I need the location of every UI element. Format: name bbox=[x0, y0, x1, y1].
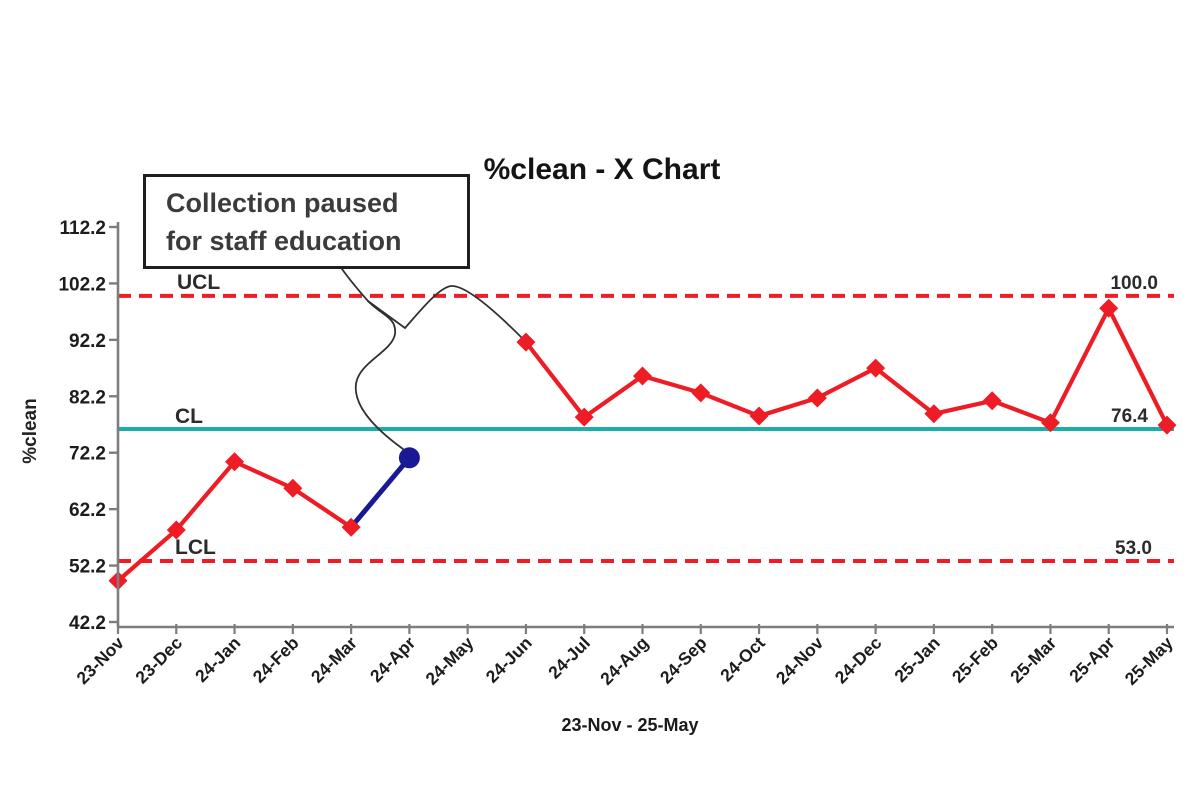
data-point-marker bbox=[341, 517, 361, 537]
data-point-marker bbox=[1099, 298, 1119, 318]
data-point-marker bbox=[516, 332, 536, 352]
x-tick-label: 25-Feb bbox=[948, 633, 1002, 687]
series-segment bbox=[990, 398, 1053, 425]
series-segment bbox=[582, 373, 645, 420]
series-segment bbox=[698, 390, 762, 419]
annotation-leader-paused bbox=[341, 268, 404, 450]
paused-point-marker bbox=[398, 447, 420, 469]
data-point-marker bbox=[866, 358, 886, 378]
y-tick-label: 62.2 bbox=[69, 500, 106, 521]
series-segment bbox=[815, 365, 878, 401]
cl-label: CL bbox=[175, 405, 203, 428]
x-tick-label: 24-Mar bbox=[307, 633, 361, 687]
ucl-value-label: 100.0 bbox=[1110, 273, 1158, 294]
x-tick-label: 24-Oct bbox=[716, 633, 769, 686]
annotation-text-line2: for staff education bbox=[166, 226, 402, 256]
series-segment bbox=[523, 340, 587, 420]
data-point-marker bbox=[283, 478, 303, 498]
data-point-marker bbox=[749, 406, 769, 426]
lcl-value-label: 53.0 bbox=[1115, 538, 1152, 559]
data-point-marker bbox=[225, 452, 245, 472]
x-tick-label: 25-May bbox=[1121, 633, 1177, 689]
series-segment-paused bbox=[348, 455, 412, 530]
ucl-label: UCL bbox=[177, 271, 220, 294]
data-point-marker bbox=[982, 391, 1002, 411]
x-tick-label: 24-Feb bbox=[249, 633, 303, 687]
y-tick-label: 112.2 bbox=[60, 218, 107, 239]
annotation-leader-resume bbox=[367, 285, 522, 338]
series-segment bbox=[232, 459, 295, 491]
series-segment bbox=[290, 486, 354, 530]
series-segment bbox=[115, 527, 179, 583]
x-tick-label: 24-May bbox=[421, 633, 477, 689]
series-segment bbox=[174, 459, 237, 533]
series-segment bbox=[756, 395, 820, 419]
series-segment bbox=[1106, 306, 1170, 428]
annotation-callout: Collection paused for staff education bbox=[143, 174, 470, 269]
x-tick-label: 24-Apr bbox=[366, 633, 419, 686]
y-tick-label: 82.2 bbox=[69, 387, 106, 408]
series-segment bbox=[931, 398, 995, 416]
x-tick-label: 24-Jul bbox=[544, 633, 594, 683]
y-axis-title: %clean bbox=[20, 398, 41, 464]
data-point-marker bbox=[1040, 413, 1060, 433]
x-tick-label: 24-Nov bbox=[772, 633, 828, 689]
x-tick-label: 23-Nov bbox=[72, 633, 128, 689]
annotation-text-line1: Collection paused bbox=[166, 188, 399, 218]
x-tick-label: 24-Sep bbox=[656, 633, 711, 688]
data-point-marker bbox=[691, 383, 711, 403]
x-tick-label: 25-Mar bbox=[1006, 633, 1060, 687]
y-tick-label: 72.2 bbox=[69, 444, 106, 465]
y-tick-label: 102.2 bbox=[58, 274, 106, 295]
y-tick-label: 92.2 bbox=[69, 331, 106, 352]
series-segment bbox=[873, 365, 936, 416]
x-axis-title: 23-Nov - 25-May bbox=[561, 715, 699, 735]
data-point-marker bbox=[807, 388, 827, 408]
series-segment bbox=[640, 373, 703, 395]
data-point-marker bbox=[924, 404, 944, 424]
chart-title: %clean - X Chart bbox=[483, 153, 721, 186]
x-tick-label: 24-Aug bbox=[596, 633, 652, 689]
x-tick-label: 24-Jun bbox=[482, 633, 536, 687]
x-tick-label: 25-Jan bbox=[890, 633, 943, 686]
data-point-marker bbox=[166, 520, 186, 540]
x-tick-label: 25-Apr bbox=[1065, 633, 1118, 686]
series-segment bbox=[1048, 306, 1111, 425]
cl-value-label: 76.4 bbox=[1111, 406, 1148, 427]
lcl-label: LCL bbox=[175, 536, 216, 559]
data-point-marker bbox=[1157, 415, 1177, 435]
x-tick-label: 23-Dec bbox=[131, 633, 186, 688]
data-point-marker bbox=[633, 366, 652, 386]
y-tick-label: 42.2 bbox=[69, 613, 106, 634]
x-tick-label: 24-Jan bbox=[191, 633, 244, 686]
data-point-marker bbox=[574, 407, 594, 427]
x-tick-label: 24-Dec bbox=[831, 633, 886, 688]
y-tick-label: 52.2 bbox=[69, 557, 106, 578]
